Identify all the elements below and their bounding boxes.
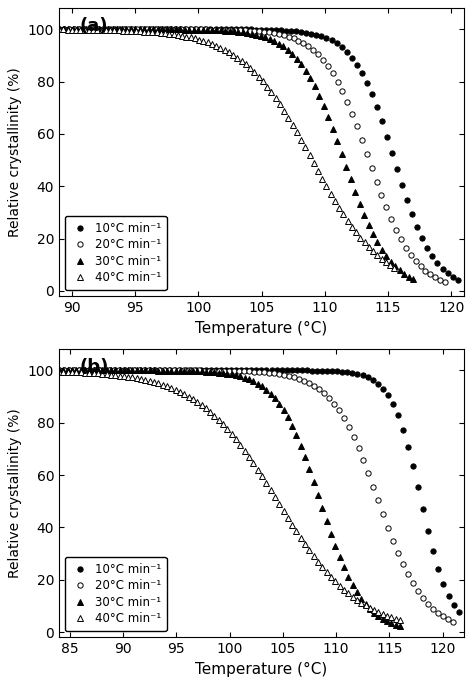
10°C min⁻¹ <box>410 462 416 470</box>
Line: 20°C min⁻¹: 20°C min⁻¹ <box>56 27 447 284</box>
20°C min⁻¹ <box>56 25 62 34</box>
30°C min⁻¹ <box>397 622 403 630</box>
20°C min⁻¹ <box>291 34 296 42</box>
Line: 30°C min⁻¹: 30°C min⁻¹ <box>56 368 403 629</box>
20°C min⁻¹ <box>305 42 311 50</box>
20°C min⁻¹ <box>398 235 404 243</box>
40°C min⁻¹ <box>358 599 364 607</box>
10°C min⁻¹ <box>233 366 239 375</box>
30°C min⁻¹ <box>289 422 295 430</box>
30°C min⁻¹ <box>264 386 269 394</box>
30°C min⁻¹ <box>285 46 291 54</box>
40°C min⁻¹ <box>56 25 62 34</box>
Line: 10°C min⁻¹: 10°C min⁻¹ <box>56 368 461 615</box>
Line: 30°C min⁻¹: 30°C min⁻¹ <box>56 27 416 282</box>
Line: 40°C min⁻¹: 40°C min⁻¹ <box>56 369 403 623</box>
20°C min⁻¹ <box>296 375 301 383</box>
30°C min⁻¹ <box>410 275 416 283</box>
10°C min⁻¹ <box>314 366 320 375</box>
10°C min⁻¹ <box>313 31 319 39</box>
40°C min⁻¹ <box>397 616 403 624</box>
40°C min⁻¹ <box>259 472 265 480</box>
20°C min⁻¹ <box>231 366 237 375</box>
Y-axis label: Relative crystallinity (%): Relative crystallinity (%) <box>9 408 22 578</box>
30°C min⁻¹ <box>276 399 282 408</box>
Line: 10°C min⁻¹: 10°C min⁻¹ <box>56 27 460 282</box>
X-axis label: Temperature (°C): Temperature (°C) <box>195 662 328 677</box>
30°C min⁻¹ <box>358 595 364 603</box>
10°C min⁻¹ <box>455 276 460 284</box>
40°C min⁻¹ <box>56 367 62 375</box>
10°C min⁻¹ <box>233 25 238 34</box>
20°C min⁻¹ <box>311 382 317 390</box>
Text: (a): (a) <box>79 17 108 35</box>
40°C min⁻¹ <box>392 264 397 272</box>
20°C min⁻¹ <box>56 366 62 375</box>
30°C min⁻¹ <box>213 26 219 34</box>
Y-axis label: Relative crystallinity (%): Relative crystallinity (%) <box>9 67 22 237</box>
40°C min⁻¹ <box>276 500 282 508</box>
10°C min⁻¹ <box>56 366 62 375</box>
30°C min⁻¹ <box>56 25 62 34</box>
20°C min⁻¹ <box>286 33 292 41</box>
Legend: 10°C min⁻¹, 20°C min⁻¹, 30°C min⁻¹, 40°C min⁻¹: 10°C min⁻¹, 20°C min⁻¹, 30°C min⁻¹, 40°C… <box>65 557 167 632</box>
40°C min⁻¹ <box>285 114 291 122</box>
10°C min⁻¹ <box>293 27 299 36</box>
20°C min⁻¹ <box>406 571 411 579</box>
10°C min⁻¹ <box>329 367 335 375</box>
20°C min⁻¹ <box>227 26 233 34</box>
40°C min⁻¹ <box>260 77 265 86</box>
10°C min⁻¹ <box>56 25 62 34</box>
Line: 20°C min⁻¹: 20°C min⁻¹ <box>56 368 456 624</box>
30°C min⁻¹ <box>272 37 277 45</box>
20°C min⁻¹ <box>291 373 296 382</box>
Line: 40°C min⁻¹: 40°C min⁻¹ <box>56 27 397 270</box>
20°C min⁻¹ <box>442 278 448 286</box>
30°C min⁻¹ <box>259 382 265 390</box>
30°C min⁻¹ <box>267 35 273 43</box>
10°C min⁻¹ <box>456 608 462 616</box>
X-axis label: Temperature (°C): Temperature (°C) <box>195 321 328 336</box>
20°C min⁻¹ <box>320 55 326 64</box>
30°C min⁻¹ <box>299 60 304 68</box>
20°C min⁻¹ <box>450 617 456 625</box>
Legend: 10°C min⁻¹, 20°C min⁻¹, 30°C min⁻¹, 40°C min⁻¹: 10°C min⁻¹, 20°C min⁻¹, 30°C min⁻¹, 40°C… <box>65 216 167 290</box>
20°C min⁻¹ <box>326 394 331 402</box>
40°C min⁻¹ <box>289 521 295 529</box>
40°C min⁻¹ <box>353 228 359 236</box>
40°C min⁻¹ <box>273 94 278 102</box>
10°C min⁻¹ <box>328 36 334 45</box>
Text: (b): (b) <box>79 358 109 376</box>
10°C min⁻¹ <box>299 366 305 375</box>
30°C min⁻¹ <box>370 230 376 238</box>
10°C min⁻¹ <box>299 28 304 36</box>
10°C min⁻¹ <box>294 366 300 375</box>
10°C min⁻¹ <box>410 210 415 219</box>
30°C min⁻¹ <box>207 368 213 376</box>
40°C min⁻¹ <box>256 73 262 81</box>
30°C min⁻¹ <box>56 366 62 375</box>
40°C min⁻¹ <box>264 479 269 487</box>
40°C min⁻¹ <box>207 408 213 416</box>
40°C min⁻¹ <box>205 38 210 47</box>
